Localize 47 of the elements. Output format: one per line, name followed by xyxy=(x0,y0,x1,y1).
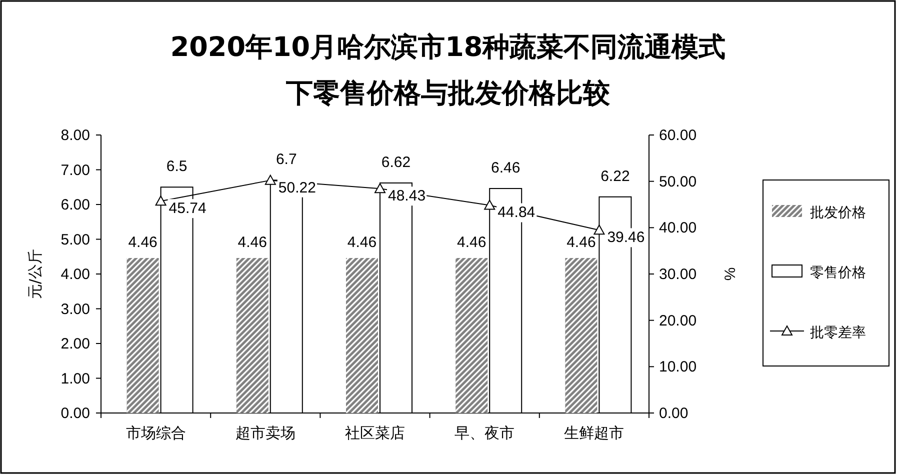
y-tick-label: 7.00 xyxy=(60,162,90,179)
chart-title: 2020年10月哈尔滨市18种蔬菜不同流通模式下零售价格与批发价格比较 xyxy=(170,32,726,109)
data-label: 6.7 xyxy=(276,151,297,168)
y-tick-label: 4.00 xyxy=(60,266,90,283)
y2-tick-label: 50.00 xyxy=(659,173,697,190)
y2-tick-label: 30.00 xyxy=(659,266,697,283)
data-label: 39.46 xyxy=(607,229,645,246)
legend-label: 批发价格 xyxy=(810,205,866,221)
y2-tick-label: 20.00 xyxy=(659,312,697,330)
data-label: 4.46 xyxy=(128,234,158,252)
point xyxy=(594,224,605,235)
data-label: 50.22 xyxy=(278,179,316,196)
legend-label: 零售价格 xyxy=(810,265,866,281)
y-tick-label: 3.00 xyxy=(60,300,90,318)
data-label: 44.84 xyxy=(498,204,536,222)
y-tick-label: 5.00 xyxy=(60,231,90,248)
data-label: 48.43 xyxy=(388,188,426,205)
y2-tick-label: 40.00 xyxy=(659,220,697,237)
y2-axis-title: % xyxy=(722,267,739,281)
data-label: 4.46 xyxy=(566,234,596,252)
y-axis-title: 元/公斤 xyxy=(26,248,44,300)
x-tick-label: 早、夜市 xyxy=(454,424,515,442)
legend-label: 批零差率 xyxy=(810,325,866,341)
y-tick-label: 0.00 xyxy=(60,405,90,422)
data-label: 6.62 xyxy=(381,154,411,171)
point xyxy=(155,196,166,206)
point xyxy=(374,183,386,194)
data-label: 4.46 xyxy=(347,234,377,252)
y-tick-label: 1.00 xyxy=(60,370,90,388)
y2-tick-label: 60.00 xyxy=(659,127,697,144)
x-tick-label: 市场综合 xyxy=(126,424,186,442)
y-tick-label: 8.00 xyxy=(60,127,90,144)
y2-tick-label: 10.00 xyxy=(659,358,697,376)
y-tick-label: 6.00 xyxy=(60,196,90,214)
point xyxy=(264,174,276,185)
point xyxy=(484,200,496,210)
data-label: 6.22 xyxy=(600,168,630,185)
x-tick-label: 社区菜店 xyxy=(345,424,405,442)
data-label: 45.74 xyxy=(168,200,206,218)
x-tick-label: 生鲜超市 xyxy=(564,424,624,442)
data-label: 6.5 xyxy=(166,158,188,176)
x-tick-label: 超市卖场 xyxy=(235,424,296,442)
y-tick-label: 2.00 xyxy=(60,336,90,352)
data-label: 4.46 xyxy=(238,234,267,252)
y2-tick-label: 0.00 xyxy=(659,405,688,422)
data-label: 4.46 xyxy=(457,234,486,252)
data-label: 6.46 xyxy=(491,160,520,177)
